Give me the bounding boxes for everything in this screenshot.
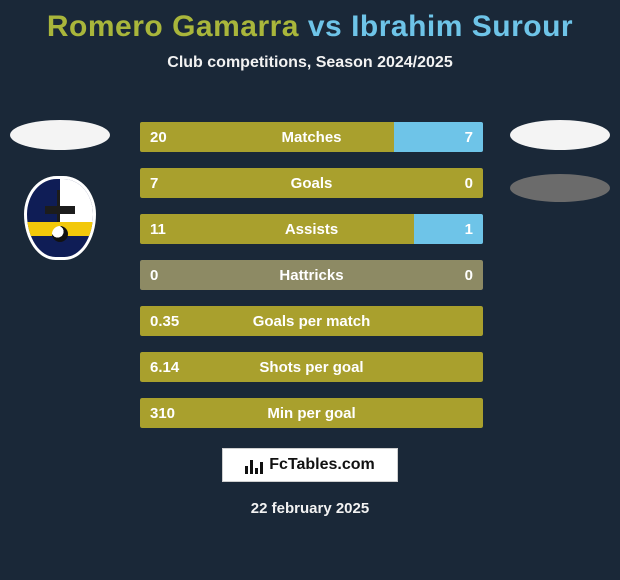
stat-value-right: 0 [455, 260, 483, 290]
footer-date: 22 february 2025 [0, 500, 620, 517]
stat-value-right: 7 [455, 122, 483, 152]
stat-value-left: 6.14 [140, 352, 189, 382]
stat-value-left: 11 [140, 214, 176, 244]
player-right-club-placeholder [510, 174, 610, 202]
stat-label: Matches [140, 122, 483, 152]
stat-value-right: 1 [455, 214, 483, 244]
stat-row: Hattricks0 0 [140, 260, 483, 290]
stat-value-right: 0 [455, 168, 483, 198]
stat-value-left: 0 [140, 260, 168, 290]
title-player-left: Romero Gamarra [47, 10, 299, 43]
stat-row: Goals per match0.35 [140, 306, 483, 336]
stat-label: Shots per goal [140, 352, 483, 382]
stat-label: Min per goal [140, 398, 483, 428]
stat-row: Matches20 7 [140, 122, 483, 152]
brand-text: FcTables.com [269, 456, 375, 474]
crest-panel [60, 179, 93, 222]
stat-label: Hattricks [140, 260, 483, 290]
stat-value-left: 310 [140, 398, 185, 428]
stat-value-left: 7 [140, 168, 168, 198]
player-left-avatar-placeholder [10, 120, 110, 150]
stat-value-left: 0.35 [140, 306, 189, 336]
page-subtitle: Club competitions, Season 2024/2025 [0, 54, 620, 72]
page-title: Romero Gamarra vs Ibrahim Surour [0, 0, 620, 44]
title-player-right: Ibrahim Surour [351, 10, 573, 43]
infographic-root: Romero Gamarra vs Ibrahim Surour Club co… [0, 0, 620, 580]
title-vs: vs [308, 10, 351, 43]
player-right-avatar-placeholder [510, 120, 610, 150]
stat-label: Goals per match [140, 306, 483, 336]
crest-ball-icon [52, 226, 68, 242]
stat-row: Min per goal310 [140, 398, 483, 428]
stat-value-left: 20 [140, 122, 177, 152]
player-left-club-crest [24, 176, 96, 260]
stat-row: Assists111 [140, 214, 483, 244]
brand-barchart-icon [245, 456, 263, 474]
brand-box: FcTables.com [222, 448, 398, 482]
stat-row: Shots per goal6.14 [140, 352, 483, 382]
stat-row: Goals7 0 [140, 168, 483, 198]
stat-label: Assists [140, 214, 483, 244]
stat-label: Goals [140, 168, 483, 198]
comparison-bars: Matches207Goals70Assists111Hattricks00Go… [140, 122, 483, 444]
